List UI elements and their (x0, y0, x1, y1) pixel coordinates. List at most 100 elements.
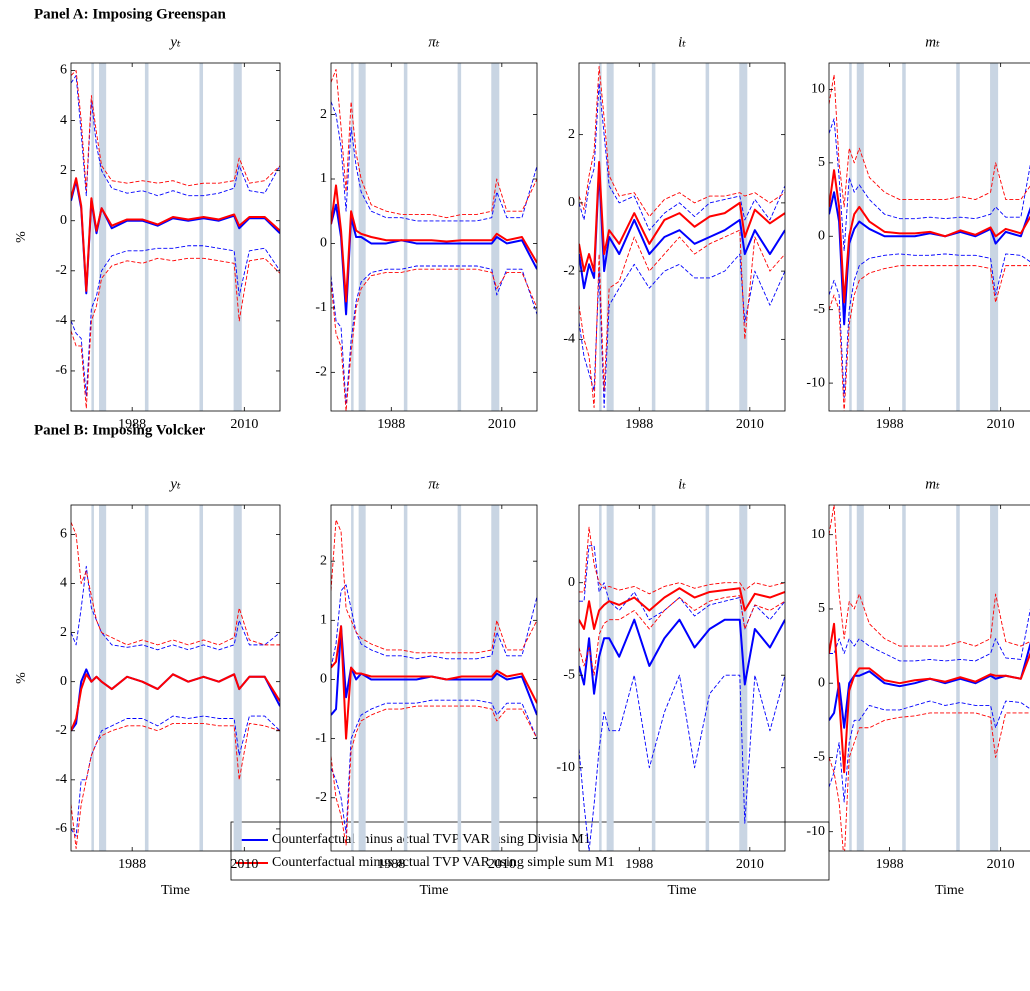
x-tick-label: 1988 (118, 857, 146, 872)
chart-title: mₜ (925, 476, 940, 492)
y-tick-label: 0 (320, 672, 327, 687)
band-line (71, 70, 280, 192)
y-tick-label: 0 (818, 675, 825, 690)
y-tick-label: 0 (818, 228, 825, 243)
y-tick-label: 4 (60, 576, 67, 591)
band-line (71, 245, 280, 397)
series-line (829, 622, 1030, 774)
x-tick-label: 1988 (377, 857, 405, 872)
y-tick-label: 5 (818, 601, 825, 616)
chart-title: πₜ (428, 34, 440, 50)
x-tick-label: 2010 (488, 417, 516, 432)
recession-band (606, 505, 614, 851)
recession-band (856, 63, 864, 411)
y-tick-label: -5 (563, 667, 575, 682)
x-tick-label: 2010 (230, 857, 258, 872)
y-tick-label: -1 (315, 300, 327, 315)
y-tick-label: 1 (320, 613, 327, 628)
band-line (71, 522, 280, 646)
band-line (331, 265, 537, 406)
band-line (829, 74, 1030, 208)
x-tick-label: 2010 (230, 417, 258, 432)
x-tick-label: 2010 (736, 857, 764, 872)
band-line (579, 595, 785, 676)
x-tick-label: 2010 (488, 857, 516, 872)
plot-area (579, 63, 785, 411)
band-line (829, 505, 1030, 647)
band-line (331, 101, 537, 222)
recession-band (144, 505, 149, 851)
y-tick-label: 10 (811, 527, 825, 542)
chart-title: yₜ (168, 476, 181, 492)
series-line (331, 625, 537, 716)
y-tick-label: 0 (568, 575, 575, 590)
band-line (331, 519, 537, 654)
series-line (71, 177, 280, 292)
recession-band (457, 505, 462, 851)
plot-frame (70, 62, 281, 412)
plot-frame (828, 504, 1030, 852)
band-line (331, 68, 537, 219)
recession-band (856, 505, 864, 851)
recession-band (233, 505, 242, 851)
y-tick-label: -4 (55, 313, 67, 328)
band-line (579, 65, 785, 217)
y-tick-label: -2 (55, 263, 67, 278)
y-tick-label: 6 (60, 63, 67, 78)
series-line (829, 169, 1030, 304)
y-tick-label: -2 (563, 263, 575, 278)
y-tick-label: 0 (60, 674, 67, 689)
recession-band (351, 505, 354, 851)
x-tick-label: 2010 (736, 417, 764, 432)
recession-band (956, 63, 960, 411)
y-tick-label: -2 (55, 723, 67, 738)
band-line (71, 722, 280, 849)
x-tick-label: 1988 (625, 857, 653, 872)
recession-band (199, 63, 204, 411)
series-line (579, 618, 785, 695)
y-tick-label: -2 (315, 365, 327, 380)
y-tick-label: 0 (568, 195, 575, 210)
recession-band (99, 63, 107, 411)
y-tick-label: -6 (55, 821, 67, 836)
band-line (331, 699, 537, 834)
x-tick-label: 1988 (625, 417, 653, 432)
y-tick-label: 2 (320, 107, 327, 122)
y-tick-label: 2 (60, 625, 67, 640)
plot-area (331, 63, 537, 411)
y-axis-label: % (14, 672, 29, 684)
y-tick-label: -5 (813, 302, 825, 317)
band-line (829, 118, 1030, 252)
plot-frame (578, 62, 786, 412)
recession-band (457, 63, 462, 411)
y-tick-label: -2 (315, 790, 327, 805)
y-tick-label: 5 (818, 155, 825, 170)
recession-band (902, 505, 906, 851)
band-line (331, 584, 537, 668)
plot-area (71, 505, 280, 851)
recession-band (403, 505, 408, 851)
recession-band (491, 505, 500, 851)
band-line (579, 229, 785, 409)
recession-band (91, 63, 94, 411)
y-tick-label: -10 (806, 824, 825, 839)
recession-band (358, 505, 366, 851)
series-line (579, 587, 785, 630)
x-axis-label: Time (161, 883, 190, 898)
series-line (829, 191, 1030, 326)
series-line (829, 641, 1030, 729)
series-line (71, 673, 280, 732)
plot-area (331, 505, 537, 851)
x-axis-label: Time (667, 883, 696, 898)
x-tick-label: 2010 (987, 857, 1015, 872)
band-line (579, 253, 785, 409)
x-tick-label: 2010 (987, 417, 1015, 432)
y-tick-label: 0 (60, 213, 67, 228)
y-tick-label: 10 (811, 82, 825, 97)
chart-title: πₜ (428, 476, 440, 492)
plot-area (71, 63, 280, 411)
band-line (331, 705, 537, 846)
plot-frame (330, 62, 538, 412)
y-tick-label: -10 (556, 760, 575, 775)
